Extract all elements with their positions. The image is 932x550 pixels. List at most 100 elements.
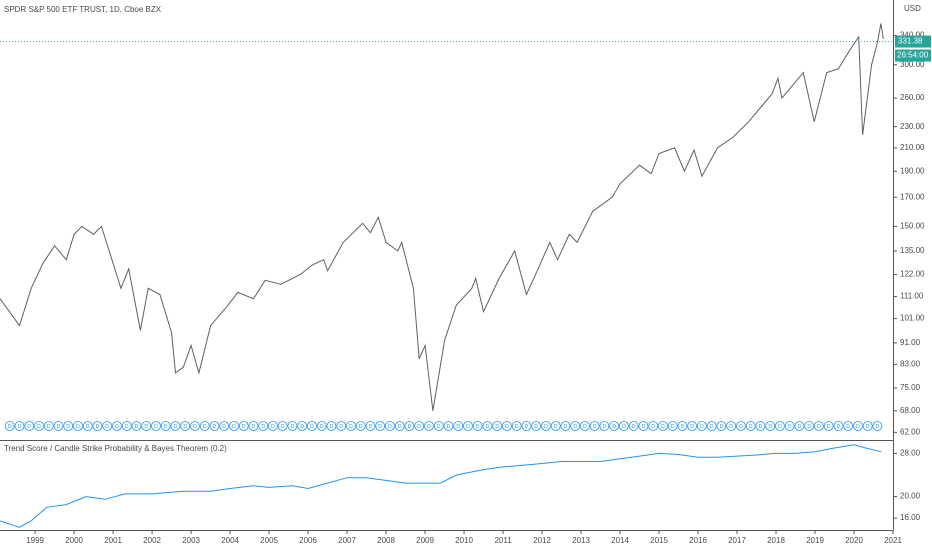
y-tick-label: 190.00 [900,166,925,175]
signal-marker-label: D [622,424,626,430]
signal-marker [463,421,473,431]
signal-marker-label: D [583,424,587,430]
signal-marker [482,421,493,431]
signal-marker [677,421,688,431]
signal-marker-label: D [495,424,499,430]
x-tick-label: 2002 [143,536,161,545]
signal-marker [853,421,863,431]
signal-marker-label: D [281,424,285,430]
signal-marker-label: D [817,424,821,430]
signal-marker [745,421,756,431]
x-tick-label: 2004 [221,536,239,545]
signal-marker [287,421,298,431]
signal-marker [784,421,795,431]
signal-marker [180,421,191,431]
signal-marker-label: D [593,424,597,430]
signal-marker [297,421,308,431]
y-tick-label: 16.00 [900,513,921,522]
signal-marker [355,421,366,431]
signal-marker [4,421,15,431]
signal-marker-label: D [651,424,655,430]
signal-marker [755,421,766,431]
price-line [0,23,884,411]
signal-marker-label: D [856,424,860,430]
y-tick-label: 170.00 [900,192,925,201]
signal-marker-label: D [183,424,187,430]
signal-marker [112,421,122,431]
signal-marker-label: D [466,424,470,430]
signal-marker-label: D [827,424,831,430]
signal-marker [775,421,785,431]
signal-marker-label: D [144,424,148,430]
y-tick-label: 210.00 [900,143,925,152]
signal-marker-label: D [417,424,421,430]
signal-marker [550,421,561,431]
signal-marker-label: D [729,424,733,430]
signal-marker-label: D [310,424,314,430]
y-tick-label: 91.00 [900,338,921,347]
signal-marker-label: D [86,424,90,430]
signal-marker-label: D [642,424,646,430]
signal-marker-label: D [388,424,392,430]
signal-marker [170,421,181,431]
signal-marker [53,421,64,431]
signal-marker-label: D [573,424,577,430]
currency-label: USD [904,4,921,13]
signal-marker-label: D [681,424,685,430]
signal-marker-label: D [700,424,704,430]
signal-marker-label: D [271,424,275,430]
signal-marker-label: D [534,424,538,430]
signal-marker-label: D [837,424,841,430]
signal-marker [24,421,35,431]
signal-marker-label: D [798,424,802,430]
signal-marker [609,421,620,431]
countdown-box [895,49,931,62]
y-tick-label: 135.00 [900,246,925,255]
signal-marker-label: D [47,424,51,430]
signal-marker-label: D [486,424,490,430]
signal-marker-label: D [203,424,207,430]
signal-marker [843,421,854,431]
signal-marker [209,421,220,431]
signal-marker-label: D [866,424,870,430]
signal-marker-label: D [505,424,509,430]
signal-marker [199,421,210,431]
signal-marker [638,421,649,431]
signal-marker-label: D [76,424,80,430]
signal-marker-label: D [300,424,304,430]
x-tick-label: 2021 [884,536,902,545]
signal-marker [804,421,815,431]
signal-marker [726,421,737,431]
signal-marker [667,421,678,431]
signal-marker [433,421,444,431]
x-tick-label: 2020 [845,536,863,545]
signal-marker [404,421,415,431]
signal-marker [229,421,239,431]
x-tick-label: 2014 [611,536,629,545]
signal-marker-label: D [603,424,607,430]
signal-marker-label: D [739,424,743,430]
signal-marker [521,421,532,431]
signal-marker [141,421,152,431]
y-tick-label: 28.00 [900,449,921,458]
signal-marker [453,421,464,431]
signal-marker-label: D [544,424,548,430]
signal-marker-label: D [96,424,100,430]
signal-marker [102,421,113,431]
signal-marker [307,421,317,431]
signal-marker [443,421,454,431]
signal-marker-label: D [213,424,217,430]
signal-marker [92,421,103,431]
signal-marker [160,421,171,431]
signal-marker-label: D [447,424,451,430]
x-tick-label: 2016 [689,536,707,545]
x-tick-label: 2001 [104,536,122,545]
signal-marker-label: D [612,424,616,430]
signal-marker [336,421,347,431]
signal-marker [648,421,659,431]
signal-marker [628,421,639,431]
signal-marker [872,421,883,431]
signal-marker [375,421,386,431]
signal-marker-label: D [515,424,519,430]
